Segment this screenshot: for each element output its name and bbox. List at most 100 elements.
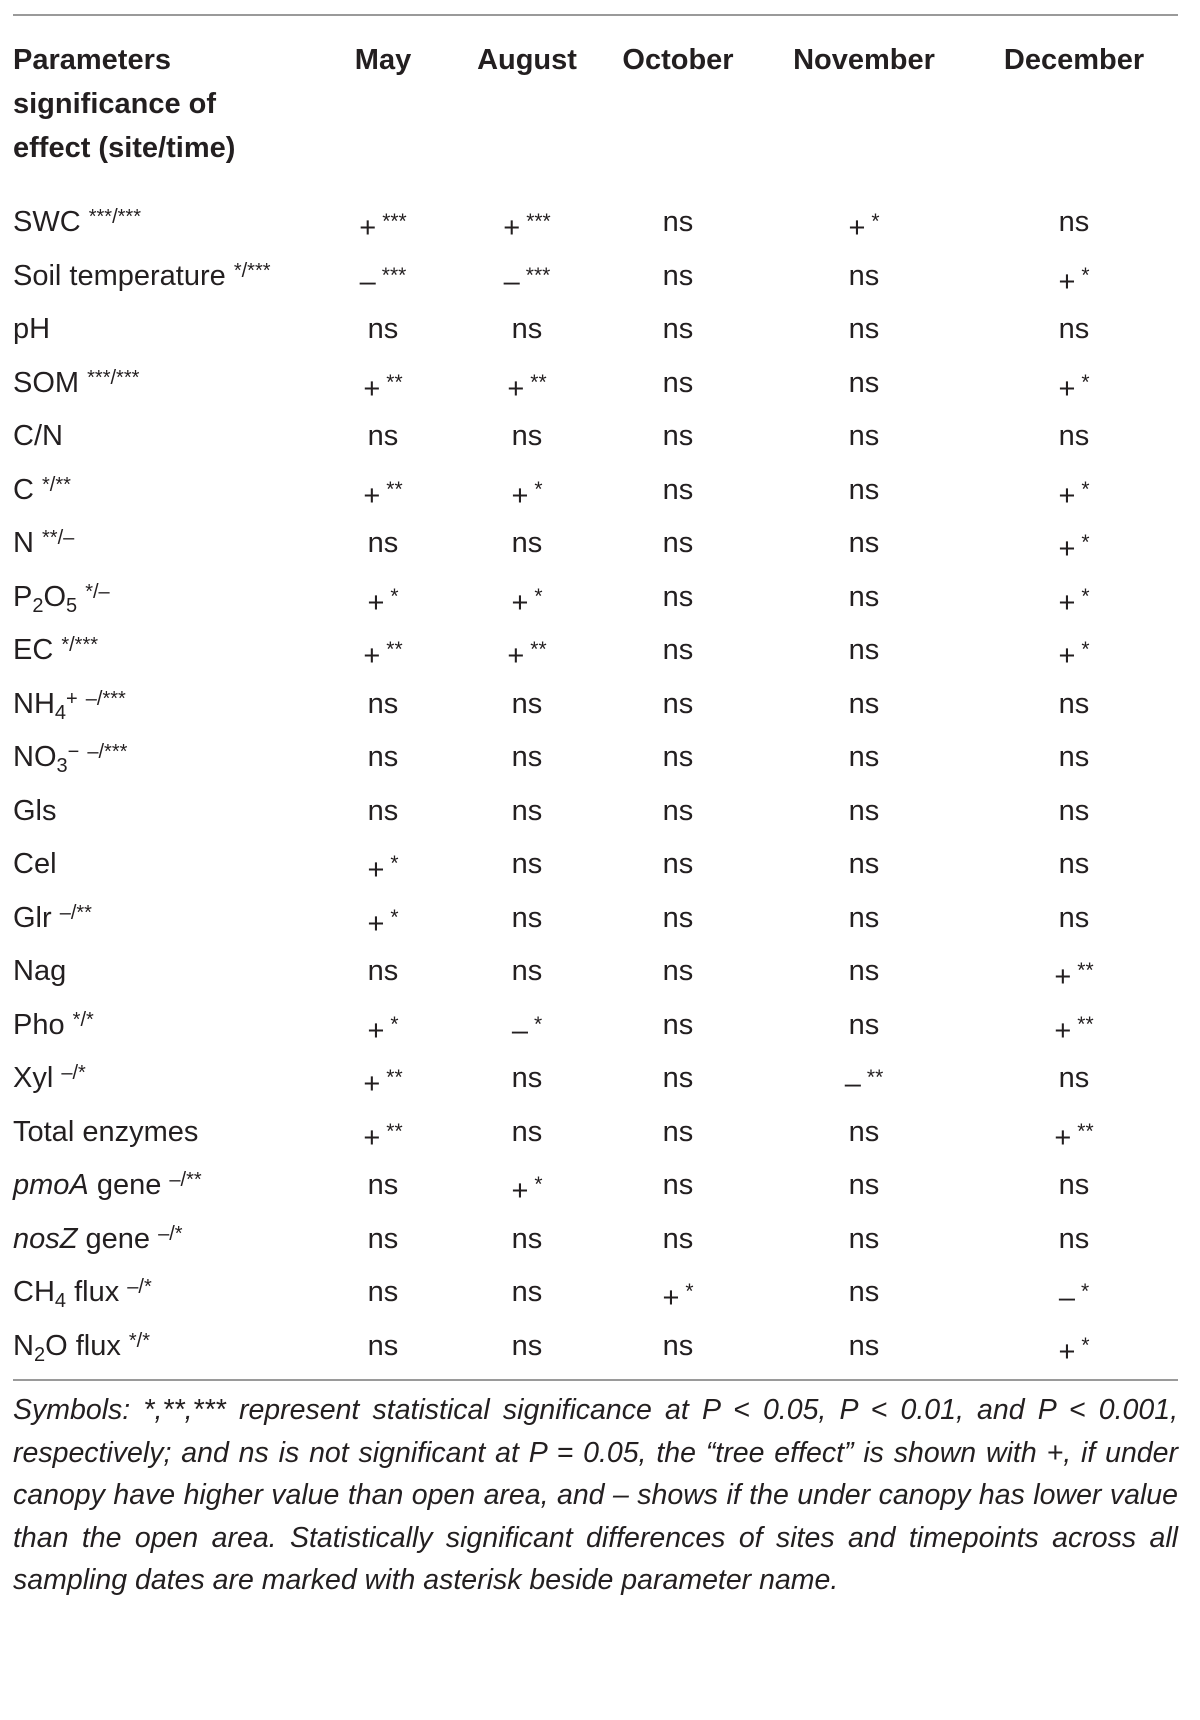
value-text: ns — [662, 473, 694, 506]
parameter-cell: pmoA gene –/** — [13, 1165, 310, 1219]
value-text: ns — [662, 687, 694, 720]
parameter-sup: + — [66, 687, 78, 710]
value-text: ns — [662, 580, 694, 613]
value-text: ns — [662, 955, 694, 987]
parameter-text: CH — [13, 1276, 55, 1308]
parameter-cell: NH4+ –/*** — [13, 684, 310, 738]
value-cell: ns — [456, 1058, 598, 1112]
value-cell: ns — [758, 684, 970, 738]
value-cell: ns — [970, 737, 1178, 791]
effect-sign: + — [511, 479, 529, 512]
value-text: ns — [367, 1169, 399, 1201]
parameter-text: Gls — [13, 794, 57, 827]
parameter-text: Glr — [13, 901, 60, 934]
effect-sign: + — [1058, 640, 1076, 672]
value-text: ns — [848, 1222, 880, 1255]
value-text: ns — [1058, 901, 1090, 934]
value-cell: – * — [970, 1272, 1178, 1326]
parameter-sub: 2 — [32, 594, 44, 617]
significance-stars: * — [1080, 1280, 1090, 1303]
value-text: ns — [662, 1222, 694, 1255]
value-cell: ns — [598, 684, 758, 738]
value-cell: ns — [456, 1219, 598, 1273]
value-text: ns — [848, 687, 880, 720]
parameter-cell: Gls — [13, 791, 310, 845]
value-text: ns — [848, 634, 880, 666]
header-text: effect (site/time) — [13, 132, 236, 164]
parameter-sup: –/*** — [87, 741, 128, 763]
value-cell: ns — [758, 951, 970, 1005]
value-text: ns — [848, 794, 880, 827]
significance-stars: * — [534, 477, 543, 501]
value-text: ns — [662, 1169, 694, 1201]
value-text: ns — [662, 206, 694, 238]
effect-sign: + — [359, 212, 377, 244]
parameter-text: Soil temperature — [13, 259, 234, 292]
parameter-cell: Pho */* — [13, 1005, 310, 1059]
effect-sign: + — [367, 1014, 385, 1047]
value-cell: ns — [456, 416, 598, 470]
table-row: N **/– ns ns ns ns + * — [13, 523, 1178, 577]
value-cell: ns — [598, 1326, 758, 1380]
value-cell: ns — [970, 791, 1178, 845]
value-text: ns — [848, 1115, 880, 1148]
parameter-cell: Cel — [13, 844, 310, 898]
value-cell: ns — [598, 1005, 758, 1059]
significance-stars: ** — [530, 638, 547, 661]
effect-sign: + — [1058, 265, 1076, 298]
table: Parameters significance of effect (site/ti… — [13, 16, 1178, 1379]
value-text: ns — [511, 420, 543, 452]
table-row: pH ns ns ns ns ns — [13, 309, 1178, 363]
value-cell: ns — [598, 1112, 758, 1166]
document: Parameters significance of effect (site/ti… — [13, 14, 1178, 1602]
value-cell: ns — [970, 1165, 1178, 1219]
value-text: ns — [662, 634, 694, 666]
value-text: ns — [848, 848, 880, 880]
value-cell: ns — [758, 1005, 970, 1059]
value-cell: + * — [456, 577, 598, 631]
parameter-cell: C/N — [13, 416, 310, 470]
value-cell: ns — [758, 523, 970, 577]
significance-stars: *** — [382, 210, 407, 233]
value-text: ns — [848, 366, 880, 399]
effect-sign: – — [844, 1068, 861, 1100]
value-text: ns — [662, 420, 694, 452]
value-text: ns — [848, 420, 880, 452]
parameter-text: N — [13, 1329, 34, 1362]
value-text: ns — [367, 955, 399, 987]
value-text: ns — [511, 848, 543, 880]
value-cell: ns — [598, 630, 758, 684]
parameter-cell: P2O5 */– — [13, 577, 310, 631]
header-month: August — [477, 44, 577, 76]
value-text: ns — [1058, 794, 1090, 827]
significance-stars: ** — [866, 1066, 884, 1089]
parameter-text: gene — [77, 1222, 159, 1255]
table-row: Xyl –/* + ** ns ns – ** ns — [13, 1058, 1178, 1112]
effect-sign: + — [367, 586, 385, 619]
parameter-cell: nosZ gene –/* — [13, 1219, 310, 1273]
value-text: ns — [662, 848, 694, 880]
significance-stars: ** — [386, 1066, 403, 1089]
effect-sign: + — [367, 907, 385, 940]
value-cell: ns — [598, 951, 758, 1005]
value-text: ns — [662, 527, 694, 559]
significance-stars: ** — [386, 638, 403, 661]
header-row: Parameters significance of effect (site/ti… — [13, 16, 1178, 190]
effect-sign: + — [1058, 586, 1076, 619]
value-cell: + * — [310, 577, 456, 631]
value-cell: ns — [758, 791, 970, 845]
parameter-sup: */*** — [61, 634, 99, 656]
value-text: ns — [1058, 687, 1090, 720]
value-text: ns — [662, 794, 694, 827]
value-text: ns — [367, 1222, 399, 1255]
effect-sign: + — [1058, 1335, 1076, 1368]
value-cell: ns — [970, 309, 1178, 363]
parameter-sup: –/** — [169, 1169, 202, 1191]
table-row: SWC ***/*** + *** + *** ns + * ns — [13, 190, 1178, 256]
value-cell: ns — [598, 844, 758, 898]
value-cell: ns — [758, 1326, 970, 1380]
significance-stars: ** — [386, 1119, 403, 1143]
parameter-text: Xyl — [13, 1062, 62, 1094]
significance-stars: * — [1081, 1333, 1090, 1357]
value-cell: ns — [310, 1326, 456, 1380]
